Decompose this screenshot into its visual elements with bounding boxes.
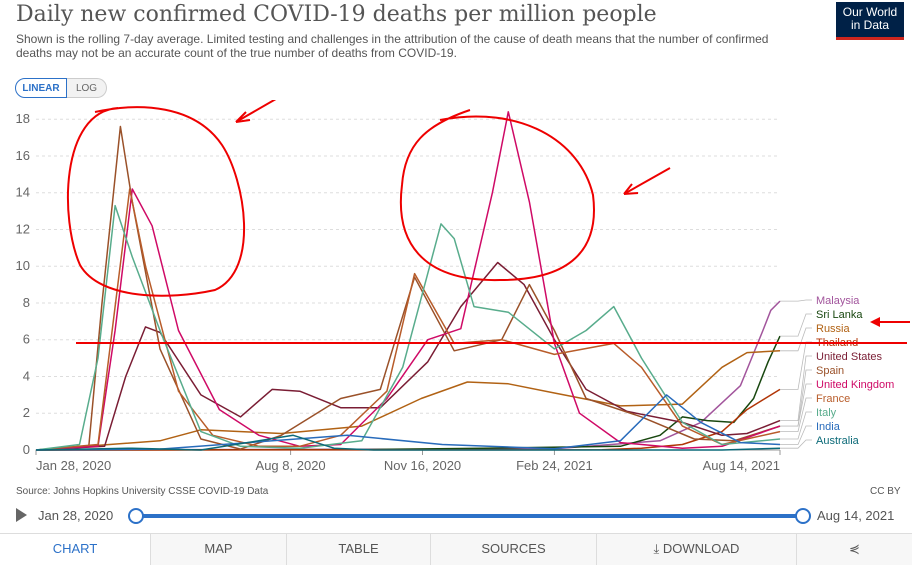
y-tick-label: 4 [23, 368, 30, 383]
timeline-start-label: Jan 28, 2020 [38, 508, 114, 523]
annotation-circle-right [399, 109, 595, 282]
source-note: Source: Johns Hopkins University CSSE CO… [16, 486, 269, 497]
legend-connector [780, 383, 812, 427]
timeline-end-label: Aug 14, 2021 [817, 508, 895, 523]
linear-scale-button[interactable]: LINEAR [15, 78, 67, 98]
owid-logo[interactable]: Our World in Data [836, 2, 904, 40]
tab-download[interactable]: ⤓ DOWNLOAD [596, 534, 796, 565]
y-tick-label: 8 [23, 295, 30, 310]
annotation-circle-left [67, 106, 245, 297]
legend-connector [780, 411, 812, 440]
legend-label: United States [816, 351, 883, 363]
legend-connector [780, 313, 812, 337]
legend-label: Italy [816, 407, 837, 419]
legend-label: Spain [816, 365, 844, 377]
chart-subtitle: Shown is the rolling 7-day average. Limi… [16, 32, 769, 60]
x-tick-label: Nov 16, 2020 [384, 458, 461, 473]
legend-label: France [816, 393, 850, 405]
annotation-arrow-right [623, 167, 671, 195]
y-tick-label: 10 [16, 258, 30, 273]
tab-chart[interactable]: CHART [0, 534, 150, 565]
x-tick-label: Jan 28, 2020 [36, 458, 111, 473]
series-line-australia [35, 434, 781, 451]
logo-line-1: Our World [842, 5, 898, 19]
series-line-sri-lanka [35, 335, 781, 451]
chart-title: Daily new confirmed COVID-19 deaths per … [16, 2, 657, 27]
bottom-tab-bar: CHART MAP TABLE SOURCES ⤓ DOWNLOAD ⋞ [0, 533, 912, 565]
legend-label: Malaysia [816, 295, 860, 307]
timeline-end-handle[interactable] [795, 508, 811, 524]
y-tick-label: 16 [16, 148, 30, 163]
y-tick-label: 12 [16, 221, 30, 236]
timeline-track[interactable] [134, 514, 802, 518]
license-link[interactable]: CC BY [870, 486, 901, 497]
legend-connector [780, 425, 812, 445]
download-label: DOWNLOAD [662, 541, 740, 556]
legend-label: Russia [816, 323, 851, 335]
share-icon: ⋞ [849, 541, 860, 556]
y-tick-label: 0 [23, 442, 30, 457]
legend-connector [780, 341, 812, 390]
annotation-arrowhead-left [235, 111, 251, 123]
tab-table[interactable]: TABLE [286, 534, 430, 565]
tab-sources[interactable]: SOURCES [430, 534, 596, 565]
series-line-russia [35, 350, 781, 451]
play-icon[interactable] [16, 508, 27, 522]
legend-label: Sri Lanka [816, 309, 863, 321]
timeline-start-handle[interactable] [128, 508, 144, 524]
logo-line-2: in Data [850, 18, 890, 32]
legend-label: India [816, 421, 841, 433]
legend-label: United Kingdom [816, 379, 894, 391]
legend-connector [780, 397, 812, 433]
x-tick-label: Feb 24, 2021 [516, 458, 593, 473]
x-tick-label: Aug 14, 2021 [703, 458, 780, 473]
download-icon: ⤓ [653, 541, 663, 556]
legend-connector [780, 355, 812, 422]
series-line-united-kingdom [35, 111, 781, 451]
log-scale-button[interactable]: LOG [67, 78, 107, 98]
series-line-united-states [35, 261, 781, 451]
series-line-france [35, 188, 781, 451]
y-tick-label: 2 [23, 405, 30, 420]
annotation-arrow-left [235, 100, 277, 123]
share-button[interactable]: ⋞ [796, 534, 912, 565]
series-line-spain [35, 125, 781, 451]
legend-label: Australia [816, 435, 860, 447]
x-tick-label: Aug 8, 2020 [256, 458, 326, 473]
legend-connector [780, 327, 812, 352]
y-tick-label: 14 [16, 185, 30, 200]
y-tick-label: 6 [23, 332, 30, 347]
legend-connector [780, 299, 812, 302]
legend-connector [780, 439, 812, 449]
line-chart: 0 2 4 6 8 10 12 14 16 18 Jan 28, 2020 Aug 8, 2020 N… [16, 100, 910, 473]
annotation-arrowhead-legend [870, 317, 880, 327]
tab-map[interactable]: MAP [150, 534, 286, 565]
y-tick-label: 18 [16, 111, 30, 126]
annotation-arrowhead-right [623, 183, 639, 195]
series-line-italy [35, 204, 781, 451]
